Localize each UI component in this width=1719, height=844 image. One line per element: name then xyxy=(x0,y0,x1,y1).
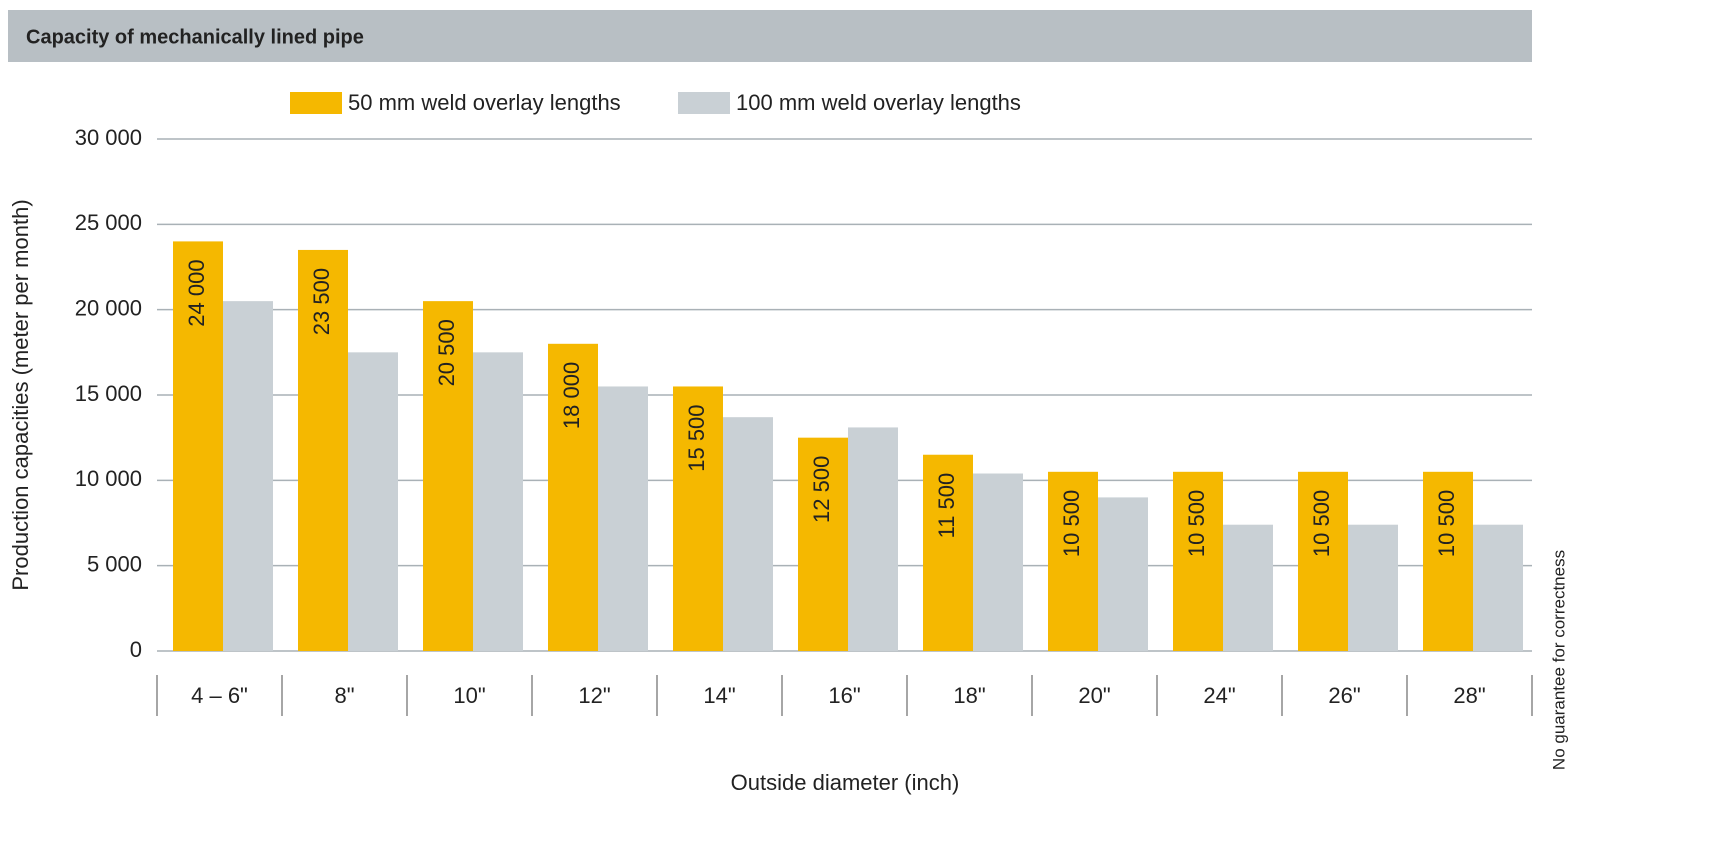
bar xyxy=(1298,471,1348,651)
bar xyxy=(298,249,348,651)
x-axis-label: Outside diameter (inch) xyxy=(731,770,960,795)
y-tick-label: 15 000 xyxy=(75,381,142,406)
bar xyxy=(598,386,648,651)
bar xyxy=(548,343,598,651)
data-label: 10 500 xyxy=(1309,490,1334,557)
x-tick-label: 14" xyxy=(703,683,735,708)
bar xyxy=(673,386,723,651)
x-tick-label: 26" xyxy=(1328,683,1360,708)
bar xyxy=(173,241,223,651)
y-tick-label: 30 000 xyxy=(75,125,142,150)
legend-swatch xyxy=(290,92,342,114)
bar xyxy=(848,427,898,651)
bar xyxy=(1423,471,1473,651)
bar xyxy=(1348,524,1398,651)
y-axis-label: Production capacities (meter per month) xyxy=(8,199,33,590)
note: No guarantee for correctness xyxy=(1549,550,1568,770)
bar xyxy=(973,473,1023,651)
data-label: 15 500 xyxy=(684,404,709,471)
bar xyxy=(1473,524,1523,651)
y-tick-label: 25 000 xyxy=(75,210,142,235)
data-label: 10 500 xyxy=(1184,490,1209,557)
chart-title: Capacity of mechanically lined pipe xyxy=(26,26,364,48)
legend-label: 100 mm weld overlay lengths xyxy=(736,90,1021,115)
data-label: 10 500 xyxy=(1059,490,1084,557)
y-tick-label: 20 000 xyxy=(75,295,142,320)
data-label: 20 500 xyxy=(434,319,459,386)
bar xyxy=(223,301,273,651)
x-tick-label: 28" xyxy=(1453,683,1485,708)
x-tick-label: 12" xyxy=(578,683,610,708)
x-tick-label: 20" xyxy=(1078,683,1110,708)
x-tick-label: 16" xyxy=(828,683,860,708)
bar xyxy=(348,352,398,651)
bar xyxy=(923,454,973,651)
data-label: 24 000 xyxy=(184,259,209,326)
bar xyxy=(473,352,523,651)
y-tick-label: 0 xyxy=(130,637,142,662)
legend-swatch xyxy=(678,92,730,114)
x-tick-label: 8" xyxy=(334,683,354,708)
x-tick-label: 4 – 6" xyxy=(191,683,248,708)
y-tick-label: 10 000 xyxy=(75,466,142,491)
bar xyxy=(1098,497,1148,651)
bar xyxy=(723,417,773,651)
data-label: 18 000 xyxy=(559,362,584,429)
x-tick-label: 24" xyxy=(1203,683,1235,708)
data-label: 10 500 xyxy=(1434,490,1459,557)
x-tick-label: 18" xyxy=(953,683,985,708)
bar xyxy=(798,437,848,651)
bar xyxy=(1173,471,1223,651)
bar xyxy=(1048,471,1098,651)
data-label: 12 500 xyxy=(809,456,834,523)
legend-label: 50 mm weld overlay lengths xyxy=(348,90,621,115)
data-label: 11 500 xyxy=(934,473,959,539)
header-bar xyxy=(8,10,1532,62)
y-tick-label: 5 000 xyxy=(87,551,142,576)
bar xyxy=(1223,524,1273,651)
bar xyxy=(423,301,473,651)
x-tick-label: 10" xyxy=(453,683,485,708)
data-label: 23 500 xyxy=(309,268,334,335)
